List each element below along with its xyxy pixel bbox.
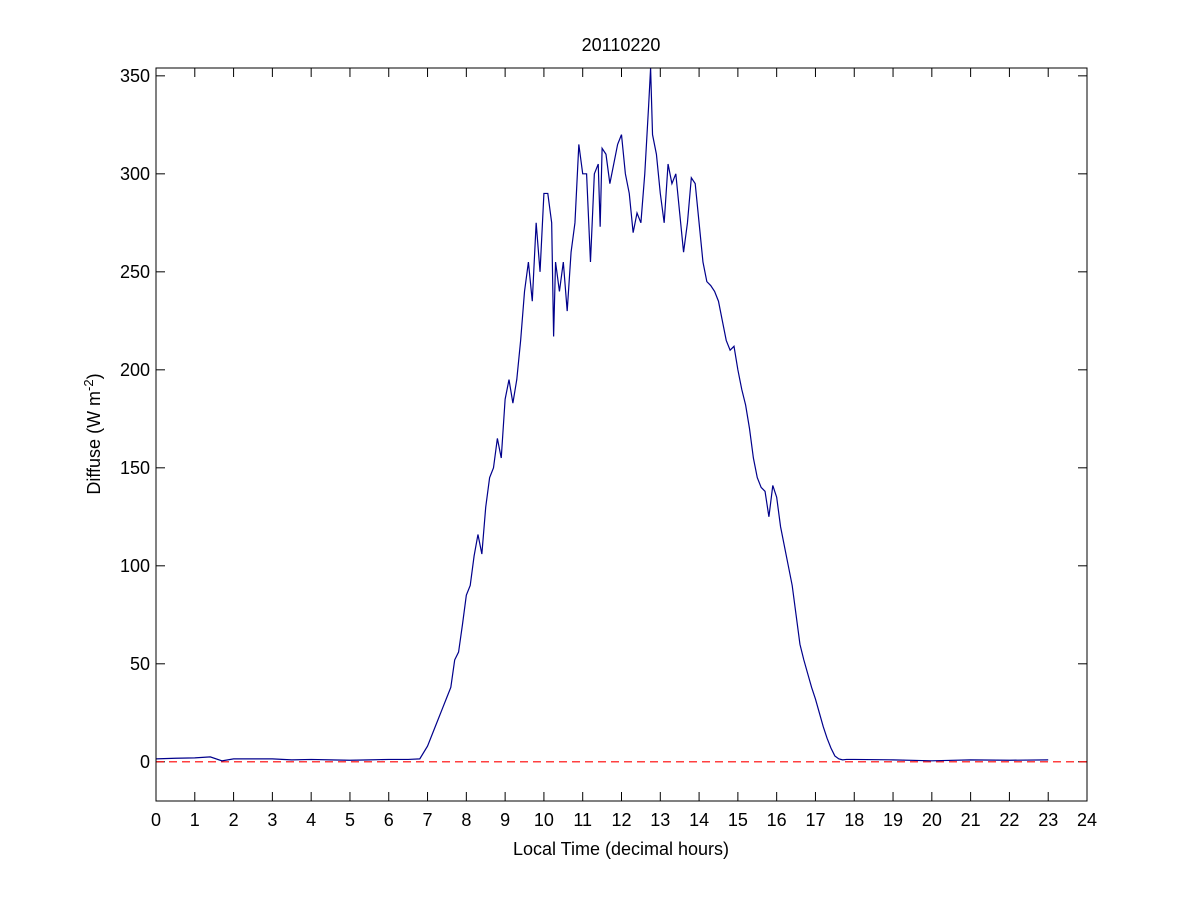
- y-label-text: Diffuse (W m: [84, 391, 104, 495]
- y-tick-label: 0: [140, 752, 150, 772]
- x-tick-label: 3: [267, 810, 277, 830]
- x-tick-label: 15: [728, 810, 748, 830]
- x-tick-label: 18: [844, 810, 864, 830]
- x-tick-label: 21: [961, 810, 981, 830]
- y-tick-label: 350: [120, 66, 150, 86]
- y-label-suffix: ): [84, 373, 104, 379]
- y-tick-label: 100: [120, 556, 150, 576]
- x-tick-label: 14: [689, 810, 709, 830]
- x-tick-label: 6: [384, 810, 394, 830]
- y-tick-label: 150: [120, 458, 150, 478]
- data-line: [155, 67, 1049, 762]
- chart-title: 20110220: [582, 35, 661, 55]
- x-tick-label: 5: [345, 810, 355, 830]
- x-tick-label: 4: [306, 810, 316, 830]
- x-axis-label: Local Time (decimal hours): [513, 839, 729, 859]
- x-tick-label: 17: [805, 810, 825, 830]
- x-tick-label: 19: [883, 810, 903, 830]
- x-tick-label: 10: [534, 810, 554, 830]
- x-tick-label: 0: [151, 810, 161, 830]
- x-tick-label: 22: [999, 810, 1019, 830]
- x-tick-label: 9: [500, 810, 510, 830]
- y-tick-label: 250: [120, 262, 150, 282]
- x-tick-label: 8: [461, 810, 471, 830]
- x-tick-label: 1: [190, 810, 200, 830]
- y-tick-label: 50: [130, 654, 150, 674]
- y-label-sup: -2: [81, 379, 96, 391]
- plot-frame: [155, 67, 1088, 802]
- x-tick-label: 20: [922, 810, 942, 830]
- x-tick-label: 24: [1077, 810, 1097, 830]
- x-tick-label: 12: [611, 810, 631, 830]
- y-tick-label: 200: [120, 360, 150, 380]
- y-tick-label: 300: [120, 164, 150, 184]
- x-tick-label: 11: [573, 810, 592, 830]
- x-tick-label: 2: [229, 810, 239, 830]
- x-tick-label: 16: [767, 810, 787, 830]
- x-tick-label: 7: [423, 810, 433, 830]
- x-tick-label: 13: [650, 810, 670, 830]
- y-axis-label: Diffuse (W m-2): [81, 373, 104, 494]
- x-tick-label: 23: [1038, 810, 1058, 830]
